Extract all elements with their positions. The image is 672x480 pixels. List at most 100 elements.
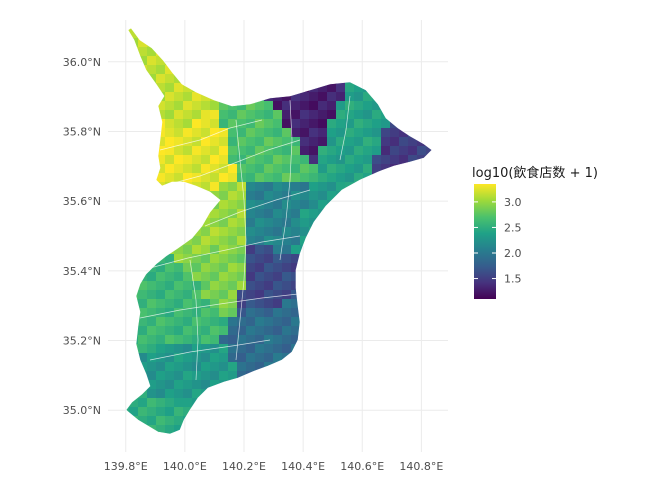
municipality-cell xyxy=(201,398,211,408)
municipality-cell xyxy=(372,272,382,282)
municipality-cell xyxy=(228,146,238,156)
municipality-cell xyxy=(408,47,418,57)
municipality-cell xyxy=(291,245,301,255)
municipality-cell xyxy=(426,281,432,291)
prefecture-regions xyxy=(125,27,445,444)
x-tick-label: 140.4°E xyxy=(281,460,325,473)
municipality-cell xyxy=(126,155,130,165)
municipality-cell xyxy=(228,47,238,57)
municipality-cell xyxy=(372,344,382,354)
municipality-cell xyxy=(165,272,175,282)
municipality-cell xyxy=(228,209,238,219)
municipality-cell xyxy=(435,155,445,165)
municipality-cell xyxy=(264,308,274,318)
municipality-cell xyxy=(219,290,229,300)
municipality-cell xyxy=(147,218,157,228)
municipality-cell xyxy=(228,344,238,354)
municipality-cell xyxy=(282,308,292,318)
municipality-cell xyxy=(408,326,418,336)
municipality-cell xyxy=(318,218,328,228)
municipality-cell xyxy=(435,326,445,336)
municipality-cell xyxy=(273,29,283,39)
municipality-cell xyxy=(246,182,256,192)
municipality-cell xyxy=(408,218,418,228)
municipality-cell xyxy=(372,209,382,219)
municipality-cell xyxy=(183,299,193,309)
municipality-cell xyxy=(399,74,409,84)
municipality-cell xyxy=(255,200,265,210)
municipality-cell xyxy=(165,344,175,354)
municipality-cell xyxy=(291,83,301,93)
municipality-cell xyxy=(210,101,220,111)
municipality-cell xyxy=(192,209,202,219)
municipality-cell xyxy=(399,146,409,156)
municipality-cell xyxy=(129,146,139,156)
municipality-cell xyxy=(372,218,382,228)
municipality-cell xyxy=(354,173,364,183)
municipality-cell xyxy=(138,155,148,165)
municipality-cell xyxy=(255,74,265,84)
municipality-cell xyxy=(264,416,274,426)
municipality-cell xyxy=(354,92,364,102)
municipality-cell xyxy=(264,326,274,336)
municipality-cell xyxy=(255,317,265,327)
municipality-cell xyxy=(399,434,409,444)
municipality-cell xyxy=(183,335,193,345)
municipality-cell xyxy=(126,47,130,57)
municipality-cell xyxy=(345,38,355,48)
municipality-cell xyxy=(273,137,283,147)
municipality-cell xyxy=(327,182,337,192)
municipality-cell xyxy=(309,47,319,57)
municipality-cell xyxy=(165,155,175,165)
municipality-cell xyxy=(381,119,391,129)
municipality-cell xyxy=(309,137,319,147)
municipality-cell xyxy=(336,173,346,183)
municipality-cell xyxy=(291,326,301,336)
municipality-cell xyxy=(282,29,292,39)
municipality-cell xyxy=(147,380,157,390)
municipality-cell xyxy=(363,74,373,84)
municipality-cell xyxy=(408,371,418,381)
municipality-cell xyxy=(426,74,432,84)
municipality-cell xyxy=(372,56,382,66)
municipality-cell xyxy=(363,164,373,174)
municipality-cell xyxy=(246,407,256,417)
municipality-cell xyxy=(201,263,211,273)
municipality-cell xyxy=(201,425,211,434)
municipality-cell xyxy=(156,245,166,255)
municipality-cell xyxy=(219,164,229,174)
municipality-cell xyxy=(426,389,432,399)
municipality-cell xyxy=(129,236,139,246)
municipality-cell xyxy=(138,236,148,246)
municipality-cell xyxy=(345,218,355,228)
municipality-cell xyxy=(282,28,292,30)
municipality-cell xyxy=(291,92,301,102)
municipality-cell xyxy=(255,245,265,255)
municipality-cell xyxy=(126,173,130,183)
municipality-cell xyxy=(165,74,175,84)
municipality-cell xyxy=(165,425,175,434)
municipality-cell xyxy=(309,209,319,219)
municipality-cell xyxy=(246,128,256,138)
municipality-cell xyxy=(174,173,184,183)
municipality-cell xyxy=(138,335,148,345)
municipality-cell xyxy=(399,389,409,399)
municipality-cell xyxy=(336,146,346,156)
municipality-cell xyxy=(192,263,202,273)
municipality-cell xyxy=(156,218,166,228)
municipality-cell xyxy=(129,335,139,345)
municipality-cell xyxy=(165,65,175,75)
municipality-cell xyxy=(318,353,328,363)
municipality-cell xyxy=(219,119,229,129)
municipality-cell xyxy=(174,380,184,390)
municipality-cell xyxy=(174,434,184,444)
municipality-cell xyxy=(201,101,211,111)
municipality-cell xyxy=(174,398,184,408)
municipality-cell xyxy=(126,110,130,120)
municipality-cell xyxy=(336,416,346,426)
municipality-cell xyxy=(246,56,256,66)
municipality-cell xyxy=(174,272,184,282)
municipality-cell xyxy=(435,344,445,354)
municipality-cell xyxy=(363,290,373,300)
municipality-cell xyxy=(363,101,373,111)
